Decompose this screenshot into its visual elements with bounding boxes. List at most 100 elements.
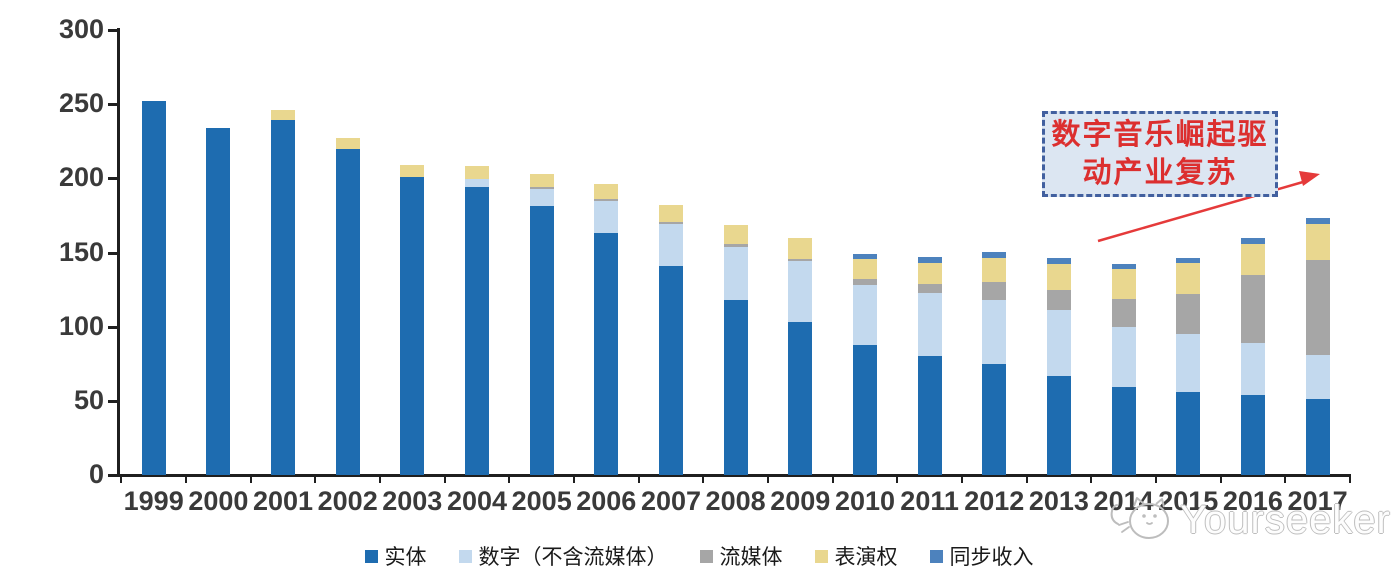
x-axis-label-2002: 2002 [317, 486, 378, 516]
legend: 实体 数字（不含流媒体） 流媒体 表演权 同步收入 [0, 541, 1398, 571]
x-tick [249, 474, 252, 483]
x-axis-label-1999: 1999 [123, 486, 184, 516]
x-tick [508, 474, 511, 483]
x-axis-label-2006: 2006 [576, 486, 637, 516]
x-tick [1025, 474, 1028, 483]
x-tick [1219, 474, 1222, 483]
x-axis-label-2015: 2015 [1158, 486, 1219, 516]
segment-physical-2000 [206, 127, 231, 475]
segment-physical-2014 [1111, 387, 1136, 475]
segment-sync-2010 [853, 254, 877, 260]
segment-streaming-2017 [1305, 259, 1330, 355]
y-tick [108, 399, 118, 403]
segment-digital-2012 [982, 299, 1007, 364]
bar-2002 [335, 138, 360, 475]
segment-physical-2004 [465, 187, 489, 475]
x-axis-label-2016: 2016 [1222, 486, 1283, 516]
segment-physical-2003 [400, 176, 425, 475]
legend-label-digital: 数字（不含流媒体） [478, 546, 668, 569]
x-tick [573, 474, 575, 483]
legend-item-sync: 同步收入 [929, 541, 1034, 571]
bar-2004 [465, 165, 489, 475]
segment-performance-2004 [465, 165, 489, 179]
bar-2001 [271, 110, 295, 475]
y-tick [108, 29, 118, 32]
legend-swatch-sync [929, 549, 943, 563]
x-axis-label-2001: 2001 [252, 486, 314, 516]
segment-performance-2015 [1176, 262, 1201, 294]
segment-digital-2006 [594, 200, 619, 234]
bar-2009 [788, 238, 813, 475]
segment-physical-1999 [141, 101, 166, 475]
x-axis-label-2007: 2007 [640, 486, 702, 516]
annotation-text-line1: 数字音乐崛起驱 [1051, 119, 1269, 151]
x-axis-label-2008: 2008 [705, 486, 766, 516]
bar-2013 [1046, 258, 1071, 475]
y-axis-tick-label: 100 [58, 310, 104, 341]
x-tick [637, 474, 640, 483]
x-axis-label-2003: 2003 [382, 486, 443, 516]
y-axis-tick-label: 0 [88, 459, 104, 489]
y-axis-tick-label: 50 [73, 384, 104, 415]
watermark: Yourseeker [1104, 494, 1391, 546]
watermark-text: Yourseeker [1180, 497, 1391, 542]
x-tick [120, 474, 123, 483]
bar-2000 [206, 127, 231, 475]
legend-label-streaming: 流媒体 [719, 546, 783, 569]
segment-sync-2015 [1176, 257, 1201, 263]
x-axis-label-2009: 2009 [770, 486, 831, 516]
y-tick [108, 474, 118, 477]
x-tick [314, 474, 317, 483]
annotation-callout: 数字音乐崛起驱 动产业复苏 [1042, 111, 1278, 197]
segment-sync-2013 [1046, 258, 1071, 264]
bar-1999 [141, 101, 166, 475]
legend-item-streaming: 流媒体 [699, 541, 783, 571]
segment-digital-2007 [659, 224, 683, 266]
segment-sync-2012 [982, 252, 1007, 258]
segment-streaming-2006 [594, 199, 619, 201]
bar-2017 [1305, 218, 1330, 475]
x-axis-label-2011: 2011 [900, 486, 959, 516]
x-axis-label-2014: 2014 [1093, 486, 1154, 516]
legend-label-performance: 表演权 [834, 546, 898, 569]
segment-sync-2011 [917, 256, 942, 263]
bar-2005 [529, 173, 554, 475]
segment-physical-2006 [594, 233, 619, 475]
y-tick [108, 325, 118, 329]
bar-2011 [917, 256, 942, 475]
segment-physical-2013 [1046, 375, 1071, 475]
legend-swatch-digital [458, 549, 472, 563]
segment-performance-2013 [1046, 263, 1071, 290]
x-tick [1348, 474, 1351, 483]
y-axis-tick-label: 300 [58, 14, 104, 44]
segment-physical-2010 [853, 344, 877, 475]
x-tick [831, 474, 834, 483]
legend-swatch-physical [364, 549, 378, 563]
x-axis-label-2000: 2000 [188, 486, 249, 516]
bar-2003 [400, 164, 425, 475]
segment-physical-2015 [1176, 391, 1201, 475]
y-axis-tick-label: 250 [58, 88, 104, 119]
y-tick [108, 103, 118, 107]
x-tick [443, 474, 446, 483]
segment-performance-2005 [529, 173, 554, 188]
segment-streaming-2014 [1111, 298, 1136, 327]
segment-streaming-2015 [1176, 293, 1201, 334]
x-tick [1090, 474, 1093, 483]
x-axis-line [117, 474, 1351, 477]
x-axis-label-2012: 2012 [964, 486, 1025, 516]
segment-digital-2016 [1240, 343, 1265, 395]
x-tick [702, 474, 705, 483]
x-tick [185, 474, 188, 483]
x-tick [1284, 474, 1287, 483]
x-tick [379, 474, 381, 483]
segment-performance-2006 [594, 184, 619, 200]
y-axis-tick-label: 150 [58, 236, 104, 267]
segment-physical-2001 [271, 120, 295, 475]
yourseeker-logo-icon [1110, 497, 1169, 539]
segment-streaming-2007 [659, 222, 683, 225]
segment-physical-2017 [1305, 399, 1330, 475]
segment-performance-2016 [1240, 243, 1265, 275]
segment-digital-2009 [788, 261, 813, 323]
segment-streaming-2005 [529, 187, 554, 189]
